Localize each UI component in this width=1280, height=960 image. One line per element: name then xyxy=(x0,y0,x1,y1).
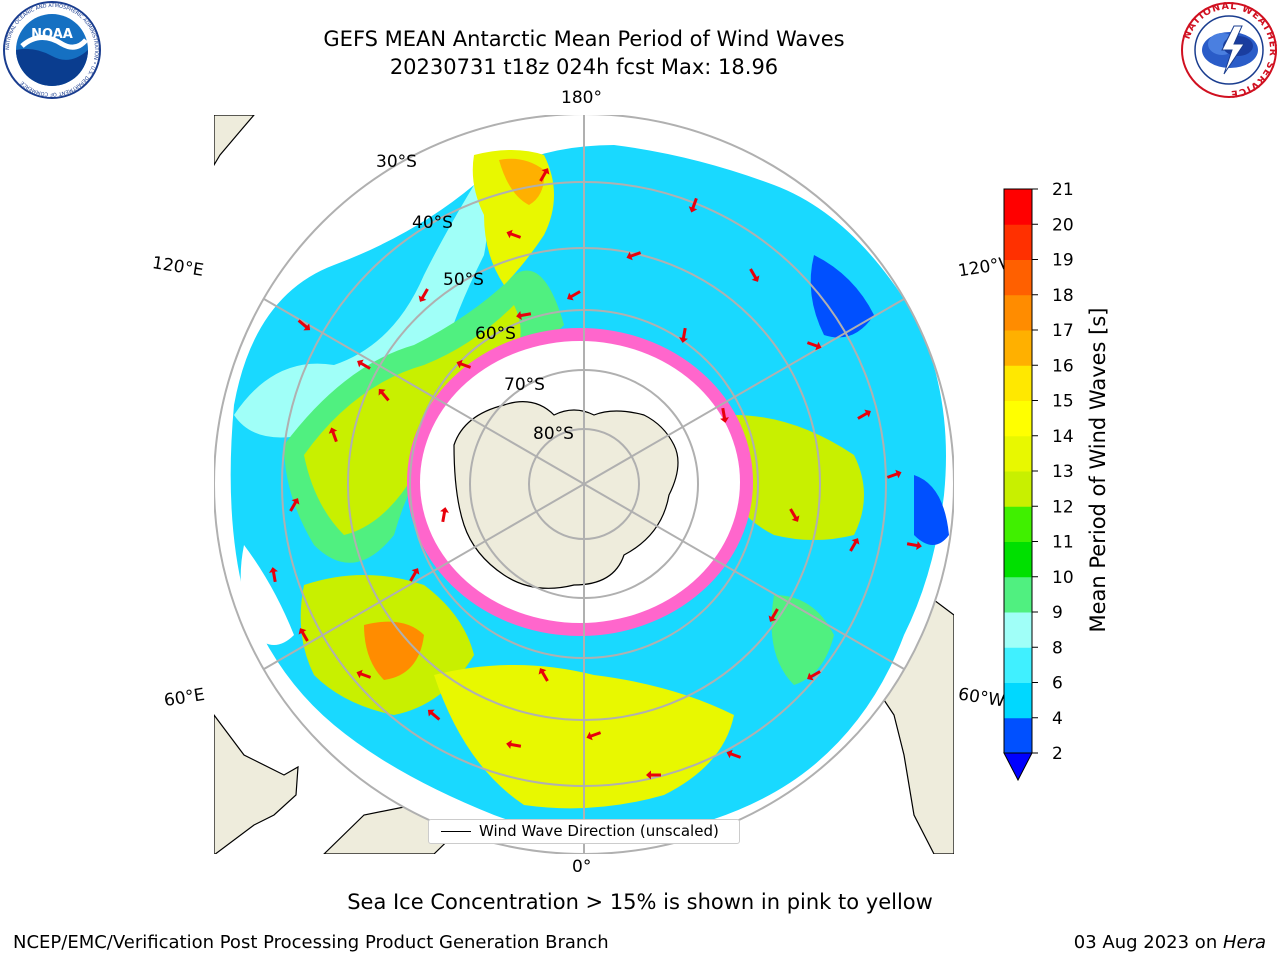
lon-label-0: 0° xyxy=(572,857,592,877)
wind-wave-arrow-icon xyxy=(849,538,860,552)
wind-wave-arrow-icon xyxy=(418,288,429,302)
wind-wave-arrows xyxy=(269,168,922,780)
wind-wave-arrow-icon xyxy=(378,388,390,402)
colorbar-segment xyxy=(1004,330,1032,366)
colorbar-tick-label: 15 xyxy=(1052,392,1074,412)
sea-ice-note: Sea Ice Concentration > 15% is shown in … xyxy=(347,890,933,914)
wind-wave-arrow-icon xyxy=(456,359,472,369)
colorbar-tick-label: 4 xyxy=(1052,709,1063,729)
lat-label-40s: 40°S xyxy=(412,213,453,233)
wind-wave-arrow-icon xyxy=(688,197,698,213)
lon-label-120e: 120°E xyxy=(150,253,205,281)
colorbar-tick-label: 9 xyxy=(1052,603,1063,623)
colorbar-segment xyxy=(1004,471,1032,507)
wind-wave-arrow-icon xyxy=(298,628,309,642)
wind-wave-arrow-icon xyxy=(646,770,661,780)
wind-wave-arrow-icon xyxy=(356,669,372,679)
wind-wave-arrow-icon xyxy=(409,568,420,582)
footer-host: Hera xyxy=(1222,932,1266,953)
lon-label-120w: 120°W xyxy=(956,252,1017,282)
colorbar-segment xyxy=(1004,682,1032,719)
colorbar-segment xyxy=(1004,541,1032,578)
lon-label-180: 180° xyxy=(561,88,602,108)
wind-wave-arrow-icon xyxy=(806,341,822,351)
colorbar-tick-label: 21 xyxy=(1052,180,1074,200)
colorbar-segment xyxy=(1004,506,1032,542)
wind-wave-arrow-icon xyxy=(567,290,581,301)
lat-label-50s: 50°S xyxy=(443,270,484,290)
wind-wave-arrow-icon xyxy=(357,359,371,370)
graticule xyxy=(214,115,954,854)
noaa-logo-icon: NOAA NATIONAL OCEANIC AND ATMOSPHERIC AD… xyxy=(3,1,101,99)
wind-wave-arrow-icon xyxy=(768,608,779,622)
wind-wave-arrow-icon xyxy=(539,168,550,182)
wind-wave-arrow-icon xyxy=(726,749,742,759)
wind-wave-arrow-icon xyxy=(516,311,532,320)
colorbar-tick-label: 12 xyxy=(1052,497,1074,517)
wind-wave-arrow-icon xyxy=(807,670,821,681)
map-canvas xyxy=(214,115,954,854)
colorbar-tick-label: 8 xyxy=(1052,638,1063,658)
wind-wave-arrow-icon xyxy=(789,508,800,522)
colorbar-segment xyxy=(1004,435,1032,472)
nws-logo-icon: NATIONAL WEATHER SERVICE xyxy=(1181,1,1277,99)
colorbar-segment xyxy=(1004,717,1032,754)
colorbar-segment xyxy=(1004,612,1032,648)
wind-wave-arrow-icon xyxy=(289,498,300,512)
colorbar-segment xyxy=(1004,189,1032,225)
colorbar-segment xyxy=(1004,294,1032,331)
legend-line-swatch xyxy=(441,831,471,832)
wind-wave-arrow-icon xyxy=(506,740,522,749)
lat-label-70s: 70°S xyxy=(504,375,545,395)
colorbar-tick-label: 11 xyxy=(1052,533,1074,553)
chart-title: GEFS MEAN Antarctic Mean Period of Wind … xyxy=(323,27,845,51)
colorbar-segment xyxy=(1004,576,1032,613)
colorbar-tick-label: 17 xyxy=(1052,321,1074,341)
wind-wave-arrow-icon xyxy=(886,469,902,479)
wind-wave-arrow-icon xyxy=(269,567,278,583)
wind-wave-arrow-icon xyxy=(427,709,441,721)
colorbar-tick-label: 19 xyxy=(1052,251,1074,271)
lat-label-80s: 80°S xyxy=(533,424,574,444)
colorbar-tick-label: 6 xyxy=(1052,674,1063,694)
colorbar-label: Mean Period of Wind Waves [s] xyxy=(1086,307,1110,633)
colorbar-tick-label: 16 xyxy=(1052,356,1074,376)
wind-wave-arrow-icon xyxy=(297,319,311,331)
colorbar-tick-label: 13 xyxy=(1052,462,1074,482)
colorbar-extend-triangle xyxy=(1003,752,1033,782)
footer-date: 03 Aug 2023 on Hera xyxy=(1074,932,1266,953)
colorbar-tick-label: 10 xyxy=(1052,568,1074,588)
wind-wave-arrow-icon xyxy=(857,409,871,420)
wind-wave-arrow-icon xyxy=(679,327,688,343)
colorbar-tick-label: 2 xyxy=(1052,744,1063,764)
colorbar-segment xyxy=(1004,400,1032,437)
map-legend: Wind Wave Direction (unscaled) xyxy=(428,819,740,844)
wind-wave-arrow-icon xyxy=(506,229,522,239)
map-panel xyxy=(214,115,954,854)
noaa-logo-text: NOAA xyxy=(31,27,73,42)
wind-wave-arrow-icon xyxy=(626,251,642,261)
lon-label-60w: 60°W xyxy=(956,684,1007,712)
lon-label-60e: 60°E xyxy=(162,684,207,712)
footer-credit: NCEP/EMC/Verification Post Processing Pr… xyxy=(13,932,609,953)
wind-wave-arrow-icon xyxy=(906,541,922,550)
footer-date-text: 03 Aug 2023 on xyxy=(1073,932,1223,953)
colorbar-tick-label: 20 xyxy=(1052,215,1074,235)
legend-label: Wind Wave Direction (unscaled) xyxy=(479,822,719,840)
lat-label-30s: 30°S xyxy=(376,152,417,172)
chart-subtitle: 20230731 t18z 024h fcst Max: 18.96 xyxy=(389,55,779,79)
wind-wave-arrow-icon xyxy=(586,731,602,741)
colorbar-tick-label: 14 xyxy=(1052,427,1074,447)
wind-wave-arrow-icon xyxy=(440,507,449,523)
colorbar-tick-label: 18 xyxy=(1052,286,1074,306)
colorbar-segment xyxy=(1004,365,1032,401)
wind-wave-arrow-icon xyxy=(720,407,729,423)
lat-label-60s: 60°S xyxy=(475,324,516,344)
wind-wave-arrow-icon xyxy=(749,268,760,282)
wind-wave-arrow-icon xyxy=(328,427,338,443)
wind-wave-arrow-icon xyxy=(538,668,549,682)
colorbar-segment xyxy=(1004,647,1032,683)
